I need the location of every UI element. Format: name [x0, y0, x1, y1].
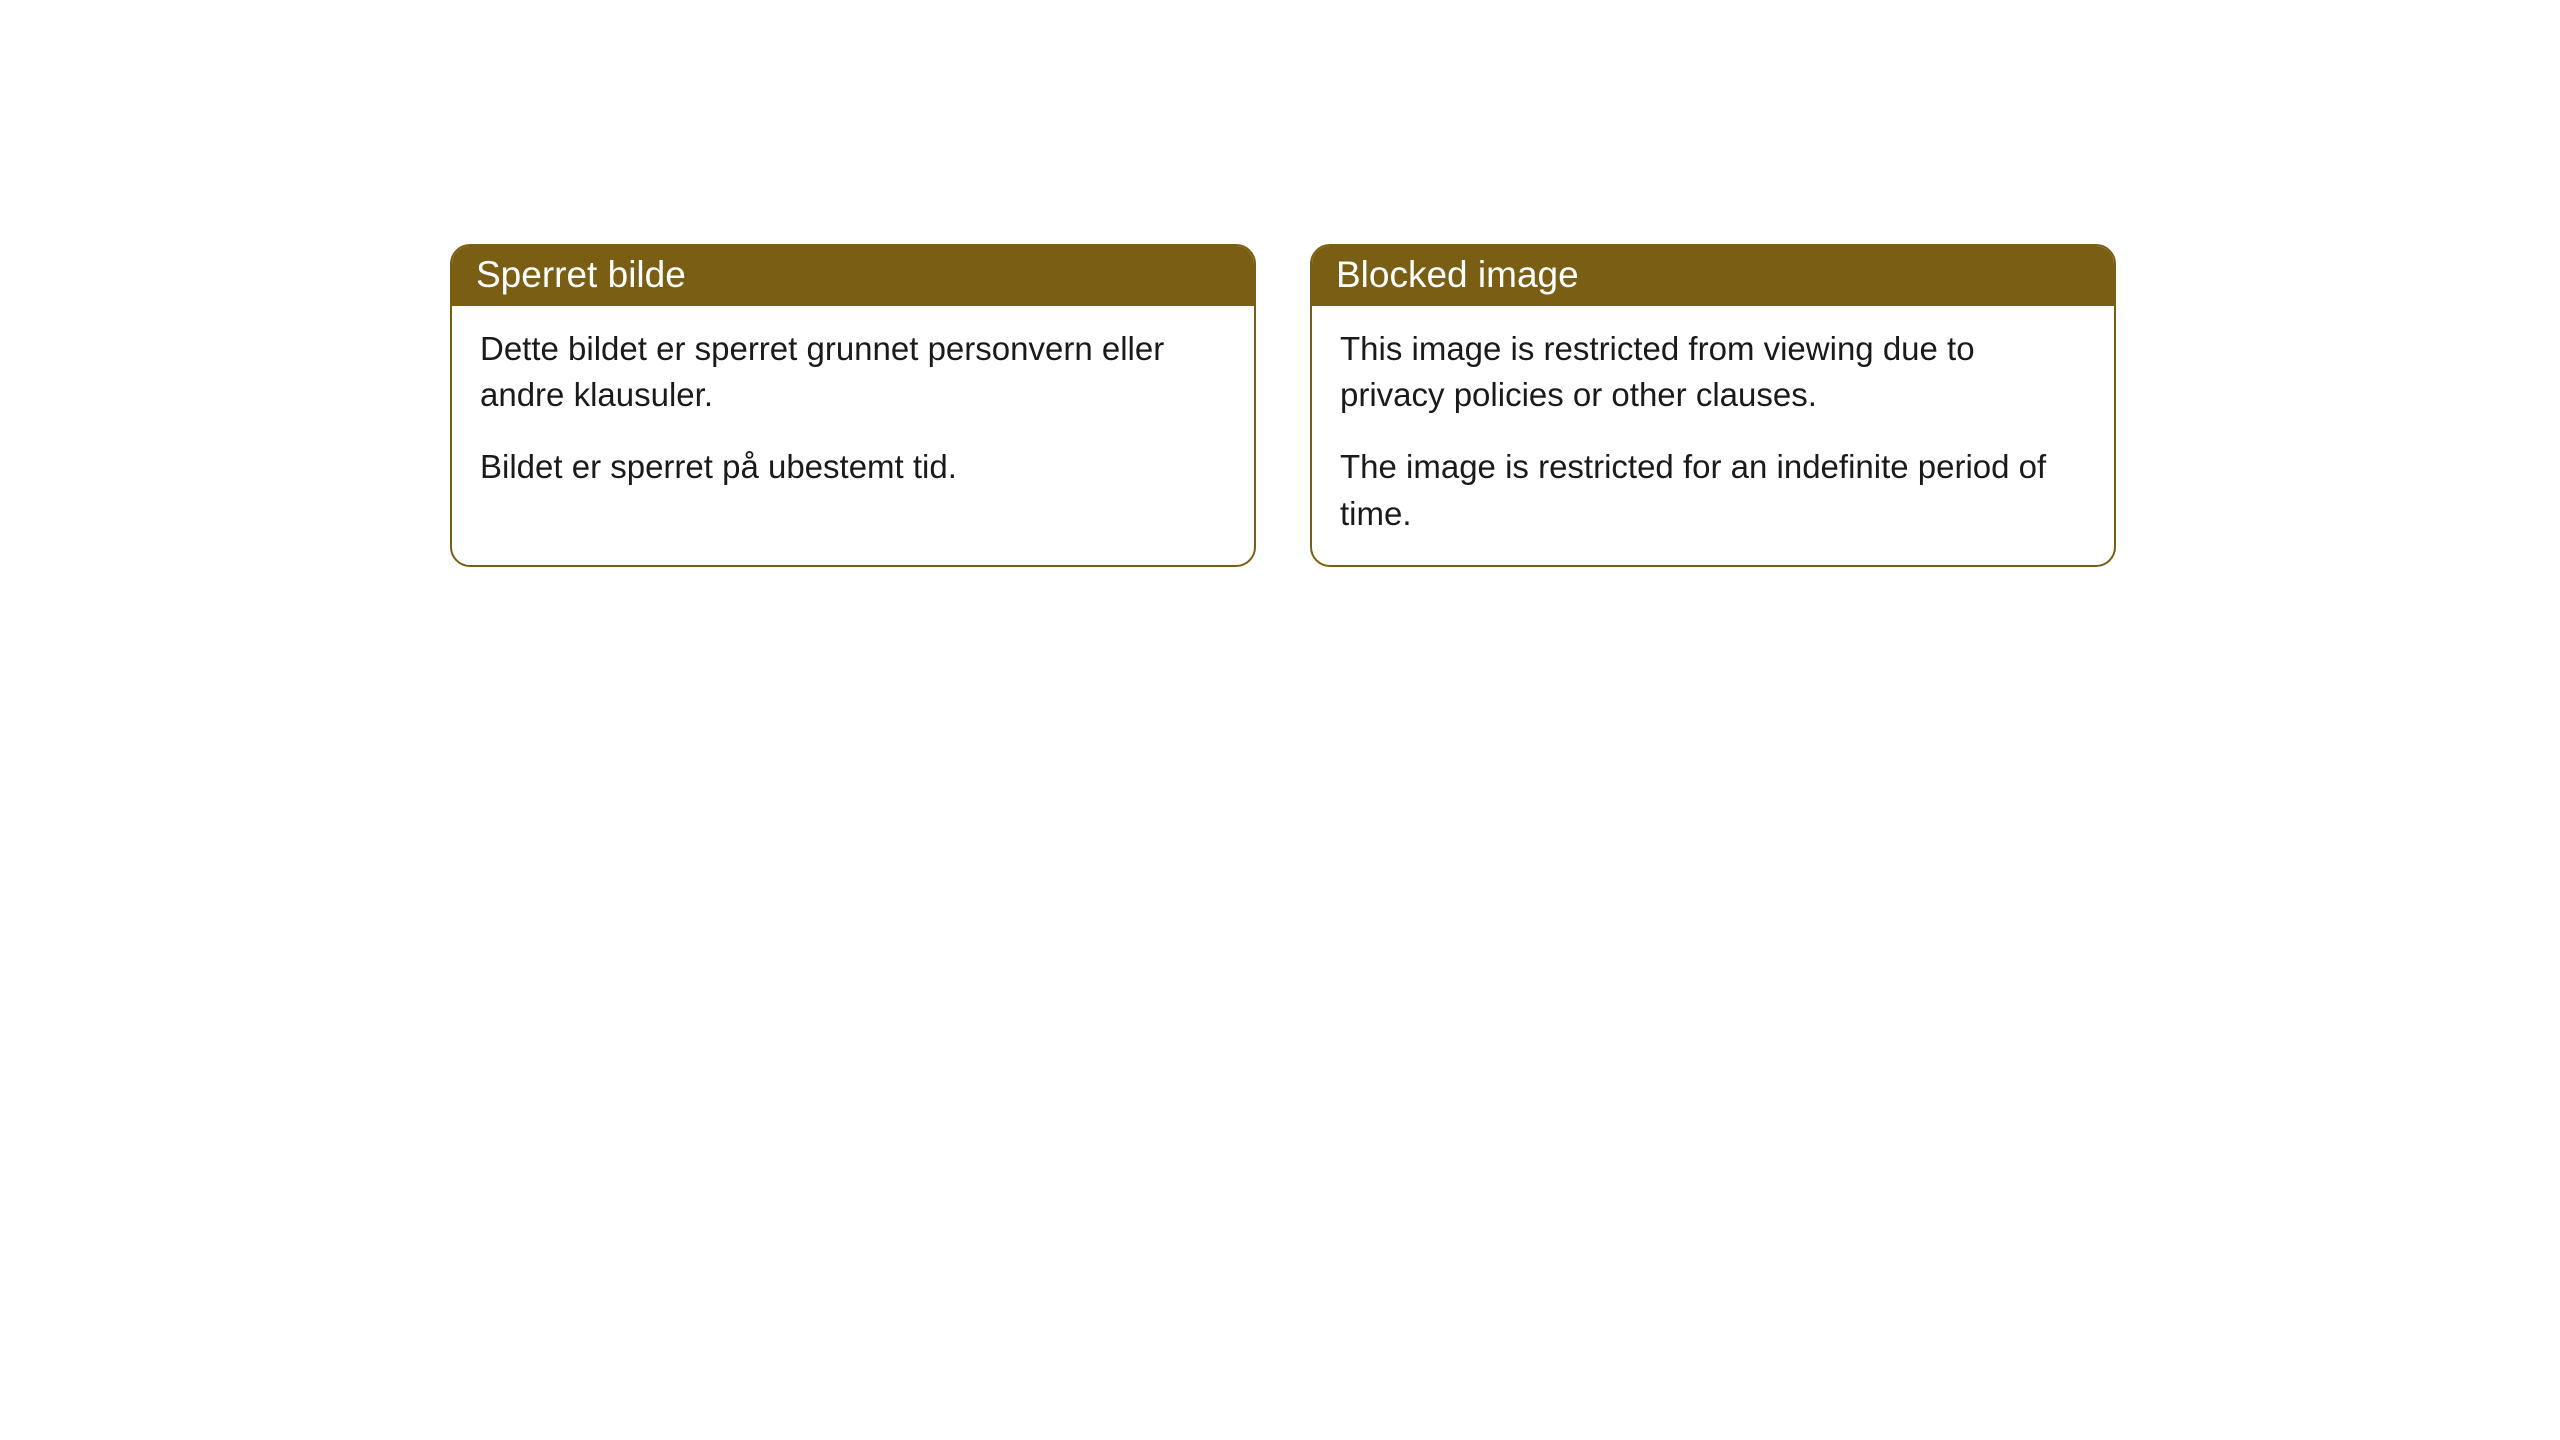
card-container: Sperret bilde Dette bildet er sperret gr… — [450, 244, 2116, 567]
card-body: This image is restricted from viewing du… — [1312, 306, 2114, 565]
card-body: Dette bildet er sperret grunnet personve… — [452, 306, 1254, 519]
blocked-image-card-english: Blocked image This image is restricted f… — [1310, 244, 2116, 567]
card-paragraph-1: Dette bildet er sperret grunnet personve… — [480, 326, 1226, 418]
card-paragraph-1: This image is restricted from viewing du… — [1340, 326, 2086, 418]
card-paragraph-2: The image is restricted for an indefinit… — [1340, 444, 2086, 536]
card-title: Sperret bilde — [476, 254, 686, 295]
card-header: Blocked image — [1312, 246, 2114, 306]
card-title: Blocked image — [1336, 254, 1579, 295]
blocked-image-card-norwegian: Sperret bilde Dette bildet er sperret gr… — [450, 244, 1256, 567]
card-paragraph-2: Bildet er sperret på ubestemt tid. — [480, 444, 1226, 490]
card-header: Sperret bilde — [452, 246, 1254, 306]
